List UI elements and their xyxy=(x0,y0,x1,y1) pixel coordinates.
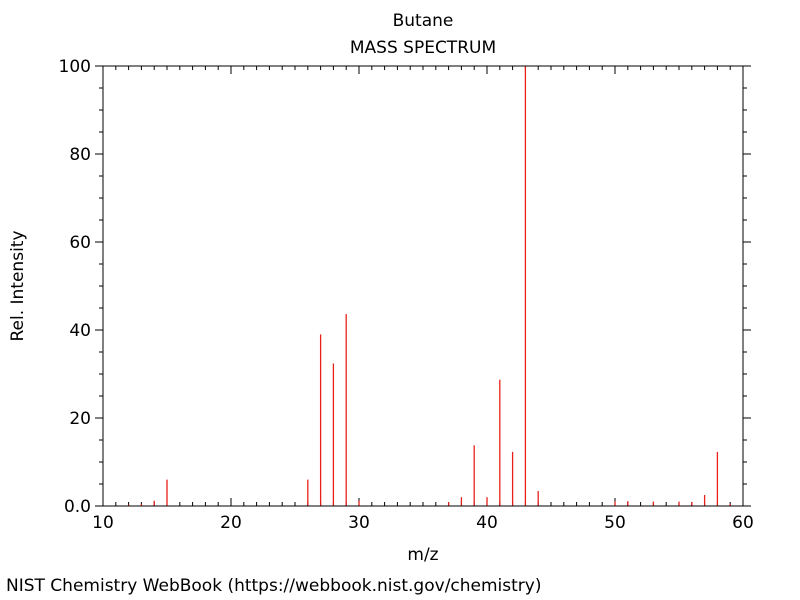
x-tick-label: 60 xyxy=(732,513,754,533)
x-axis-label: m/z xyxy=(407,545,439,565)
x-tick-label: 40 xyxy=(476,513,498,533)
chart-subtitle: MASS SPECTRUM xyxy=(349,38,497,58)
y-tick-label: 40 xyxy=(69,321,91,341)
axis-ticks xyxy=(95,65,751,507)
axis-tick-labels: 10 20 30 40 50 60 0.0 20 40 60 80 100 xyxy=(59,57,754,533)
y-tick-label: 100 xyxy=(59,57,91,77)
y-axis-label: Rel. Intensity xyxy=(8,230,28,342)
y-tick-label: 0.0 xyxy=(64,497,91,517)
plot-frame xyxy=(102,65,744,507)
spectrum-peaks xyxy=(127,66,731,506)
y-tick-label: 20 xyxy=(69,409,91,429)
y-tick-label: 80 xyxy=(69,145,91,165)
x-tick-label: 20 xyxy=(220,513,242,533)
y-tick-label: 60 xyxy=(69,233,91,253)
chart-title: Butane xyxy=(392,11,454,31)
source-footer: NIST Chemistry WebBook (https://webbook.… xyxy=(6,576,542,596)
x-tick-label: 50 xyxy=(604,513,626,533)
x-tick-label: 10 xyxy=(92,513,114,533)
x-tick-label: 30 xyxy=(348,513,370,533)
